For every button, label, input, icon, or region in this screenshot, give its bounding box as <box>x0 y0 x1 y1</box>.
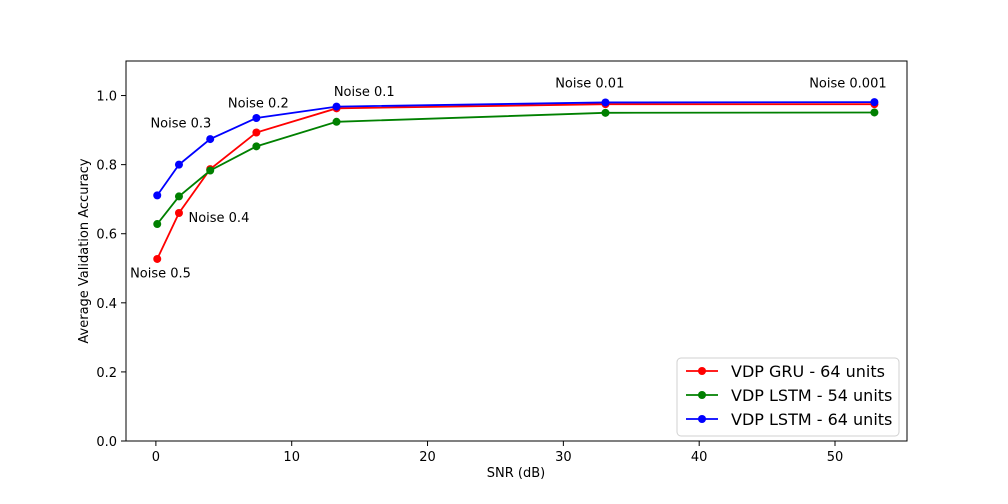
data-point <box>174 209 183 217</box>
legend-marker <box>698 415 706 423</box>
y-tick-label: 0.4 <box>96 297 117 312</box>
y-tick-label: 0.0 <box>96 435 117 450</box>
axes-ticks: 0 10 20 30 40 50 0.0 0.2 0.4 0.6 0.8 1.0 <box>96 90 843 465</box>
annotation-label: Noise 0.4 <box>188 211 249 226</box>
annotation-label: Noise 0.5 <box>130 267 191 282</box>
annotations: Noise 0.5 Noise 0.4 Noise 0.3 Noise 0.2 Nois… <box>130 76 887 281</box>
data-point <box>252 114 261 122</box>
annotation-label: Noise 0.3 <box>150 117 211 132</box>
y-tick-label: 1.0 <box>96 90 117 105</box>
y-tick-label: 0.6 <box>96 228 117 243</box>
data-point <box>252 142 261 151</box>
data-point <box>332 102 341 111</box>
legend-label: VDP LSTM - 64 units <box>731 410 892 429</box>
data-point <box>601 108 610 117</box>
legend-label: VDP GRU - 64 units <box>731 362 885 381</box>
data-point <box>153 191 162 200</box>
annotation-label: Noise 0.2 <box>228 97 289 112</box>
data-point <box>153 220 162 229</box>
x-tick-label: 30 <box>555 450 572 465</box>
data-point <box>153 254 162 263</box>
annotation-label: Noise 0.1 <box>334 85 395 100</box>
series-2 <box>153 98 879 200</box>
y-tick-label: 0.8 <box>96 159 117 174</box>
data-point <box>252 128 261 137</box>
x-tick-label: 50 <box>827 450 844 465</box>
data-point <box>332 117 341 126</box>
y-tick-label: 0.2 <box>96 366 117 381</box>
data-point <box>174 192 183 201</box>
legend-label: VDP LSTM - 54 units <box>731 386 892 405</box>
y-axis-label: Average Validation Accuracy <box>77 158 92 343</box>
data-point <box>206 135 215 144</box>
x-axis-label: SNR (dB) <box>487 466 545 481</box>
series-lines <box>153 98 879 263</box>
legend-marker <box>698 367 706 375</box>
legend-box <box>676 357 900 437</box>
series-1 <box>153 108 879 229</box>
x-tick-label: 20 <box>419 450 436 465</box>
legend: VDP GRU - 64 units VDP LSTM - 54 units VDP… <box>676 357 900 437</box>
data-point <box>206 166 215 175</box>
data-point <box>870 108 879 117</box>
data-point <box>870 98 879 107</box>
annotation-label: Noise 0.01 <box>555 77 624 92</box>
annotation-label: Noise 0.001 <box>809 76 886 91</box>
data-point <box>174 160 183 169</box>
x-tick-label: 40 <box>691 450 708 465</box>
legend-marker <box>698 391 706 399</box>
x-tick-label: 0 <box>152 450 160 465</box>
data-point <box>601 98 610 107</box>
x-tick-label: 10 <box>283 450 300 465</box>
